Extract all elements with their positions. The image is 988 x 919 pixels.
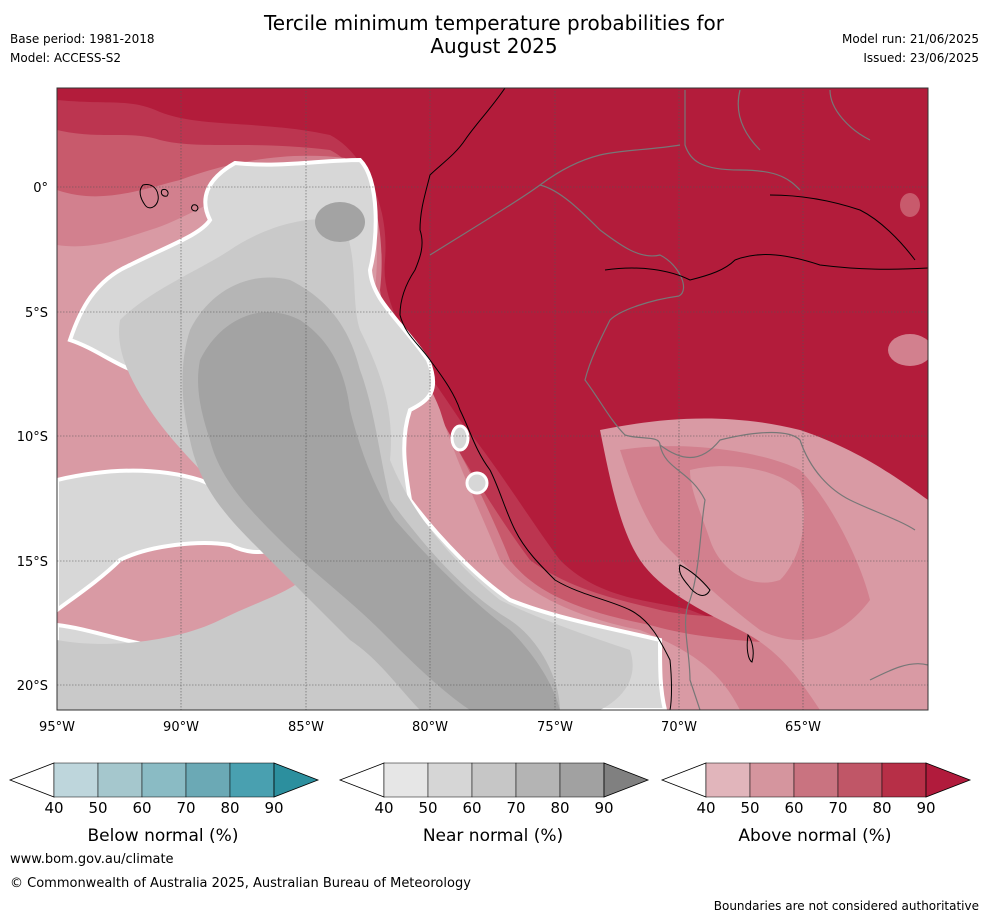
colorbar-near-normal: 40 50 60 70 80 90 [338, 762, 650, 817]
lat-label-5s: 5°S [25, 306, 48, 321]
lon-label-85w: 85°W [288, 720, 324, 735]
colorbar-tick-label: 60 [462, 799, 481, 817]
colorbar-tick-label: 80 [220, 799, 239, 817]
colorbar-segment [141, 762, 187, 798]
lon-label-75w: 75°W [537, 720, 573, 735]
colorbar-near-normal-label: Near normal (%) [422, 826, 564, 846]
colorbar-segment [471, 762, 517, 798]
lat-label-15s: 15°S [17, 555, 48, 570]
base-period-text: Base period: 1981-2018 [10, 32, 155, 46]
colorbar-tick-label: 40 [374, 799, 393, 817]
colorbar-segment [793, 762, 839, 798]
lat-label-0: 0° [33, 181, 48, 196]
colorbar-left-triangle [8, 762, 55, 798]
colorbar-segment [515, 762, 561, 798]
country-borders [429, 89, 928, 710]
colorbar-segment [559, 762, 605, 798]
probability-map: 0° 5°S 10°S 15°S 20°S 95°W 90°W 85°W 80°… [17, 87, 929, 735]
colorbar-tick-label: 40 [696, 799, 715, 817]
colorbar-tick-label: 60 [132, 799, 151, 817]
grid-lines [56, 88, 928, 710]
map-fill-layer [57, 88, 928, 710]
colorbar-tick-label: 60 [784, 799, 803, 817]
longitude-labels: 95°W 90°W 85°W 80°W 75°W 70°W 65°W [39, 720, 821, 735]
colorbar-tick-label: 80 [872, 799, 891, 817]
model-run-text: Model run: 21/06/2025 [841, 32, 979, 46]
colorbar-segment [53, 762, 99, 798]
issued-date-text: Issued: 23/06/2025 [863, 51, 979, 65]
colorbar-below-normal: 40 50 60 70 80 90 [8, 762, 320, 817]
colorbar-left-triangle [660, 762, 707, 798]
colorbar-legend: 40 50 60 70 80 90 40 50 60 70 80 90 40 50 60 70 80 90 [8, 762, 972, 817]
colorbar-above-normal: 40 50 60 70 80 90 [660, 762, 972, 817]
colorbar-below-normal-label: Below normal (%) [87, 826, 239, 846]
website-url: www.bom.gov.au/climate [10, 852, 174, 867]
colorbar-tick-label: 70 [506, 799, 525, 817]
lon-label-80w: 80°W [412, 720, 448, 735]
colorbar-tick-label: 90 [916, 799, 935, 817]
boundaries-disclaimer: Boundaries are not considered authoritat… [713, 899, 979, 913]
colorbar-segment [881, 762, 927, 798]
colorbar-right-triangle [925, 762, 972, 798]
colorbar-segment [705, 762, 751, 798]
colorbar-tick-label: 70 [176, 799, 195, 817]
colorbar-segment [837, 762, 883, 798]
map-frame [56, 87, 929, 711]
map-title: Tercile minimum temperature probabilitie… [0, 12, 988, 58]
colorbar-segment [427, 762, 473, 798]
title-line-2: August 2025 [430, 34, 558, 58]
title-line-1: Tercile minimum temperature probabilitie… [263, 11, 725, 35]
colorbar-segment [383, 762, 429, 798]
colorbar-left-triangle [338, 762, 385, 798]
lon-label-70w: 70°W [661, 720, 697, 735]
colorbar-segment [97, 762, 143, 798]
coastlines [139, 88, 928, 710]
lon-label-90w: 90°W [163, 720, 199, 735]
lon-label-95w: 95°W [39, 720, 75, 735]
colorbar-right-triangle [273, 762, 320, 798]
lat-label-10s: 10°S [17, 430, 48, 445]
colorbar-right-triangle [603, 762, 650, 798]
latitude-labels: 0° 5°S 10°S 15°S 20°S [17, 181, 48, 694]
lat-label-20s: 20°S [17, 679, 48, 694]
colorbar-above-normal-label: Above normal (%) [738, 826, 892, 846]
colorbar-tick-label: 90 [264, 799, 283, 817]
copyright-text: © Commonwealth of Australia 2025, Austra… [10, 876, 471, 891]
colorbar-segment [229, 762, 275, 798]
colorbar-tick-label: 90 [594, 799, 613, 817]
colorbar-segment [185, 762, 231, 798]
colorbar-tick-label: 50 [418, 799, 437, 817]
colorbar-tick-label: 70 [828, 799, 847, 817]
colorbar-tick-label: 50 [740, 799, 759, 817]
colorbar-segment [749, 762, 795, 798]
colorbar-tick-label: 40 [44, 799, 63, 817]
model-name-text: Model: ACCESS-S2 [10, 51, 122, 65]
colorbar-tick-label: 50 [88, 799, 107, 817]
colorbar-tick-label: 80 [550, 799, 569, 817]
lon-label-65w: 65°W [785, 720, 821, 735]
